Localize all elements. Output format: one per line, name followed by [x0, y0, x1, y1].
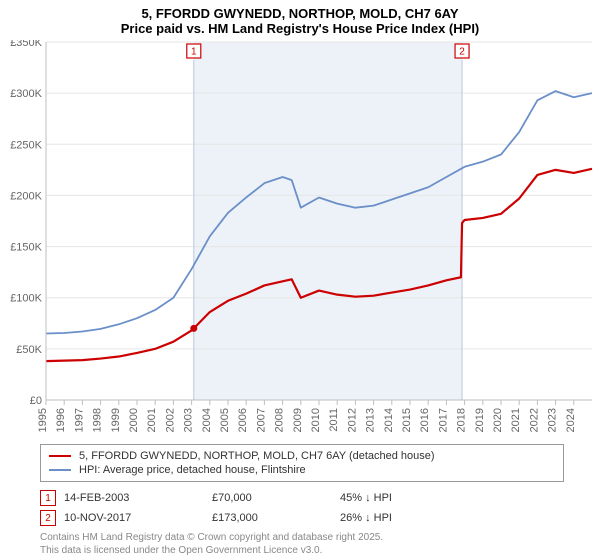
svg-text:2010: 2010	[310, 408, 322, 432]
sale-price: £173,000	[212, 512, 332, 524]
sales-table: 1 14-FEB-2003 £70,000 45% ↓ HPI 2 10-NOV…	[40, 488, 564, 528]
svg-text:2020: 2020	[492, 408, 504, 432]
svg-text:2024: 2024	[565, 408, 577, 432]
svg-text:1998: 1998	[92, 408, 104, 432]
svg-text:£100K: £100K	[10, 293, 42, 305]
sale-date: 10-NOV-2017	[64, 512, 204, 524]
sale-marker-icon: 2	[40, 510, 56, 526]
svg-text:2002: 2002	[164, 408, 176, 432]
svg-text:2005: 2005	[219, 408, 231, 432]
svg-text:1997: 1997	[73, 408, 85, 432]
legend-label: 5, FFORDD GWYNEDD, NORTHOP, MOLD, CH7 6A…	[79, 450, 435, 462]
svg-text:2011: 2011	[328, 408, 340, 432]
svg-text:2004: 2004	[201, 408, 213, 432]
legend-item: HPI: Average price, detached house, Flin…	[49, 463, 555, 477]
svg-text:£0: £0	[30, 395, 42, 407]
svg-text:2015: 2015	[401, 408, 413, 432]
svg-text:2003: 2003	[183, 408, 195, 432]
sale-price: £70,000	[212, 492, 332, 504]
svg-text:£350K: £350K	[10, 40, 42, 49]
svg-text:£300K: £300K	[10, 88, 42, 100]
legend: 5, FFORDD GWYNEDD, NORTHOP, MOLD, CH7 6A…	[40, 444, 564, 482]
sale-hpi-diff: 45% ↓ HPI	[340, 492, 564, 504]
sale-row: 1 14-FEB-2003 £70,000 45% ↓ HPI	[40, 488, 564, 508]
svg-text:2022: 2022	[528, 408, 540, 432]
sale-marker-icon: 1	[40, 490, 56, 506]
footer-line-2: This data is licensed under the Open Gov…	[40, 545, 564, 558]
legend-label: HPI: Average price, detached house, Flin…	[79, 464, 306, 476]
svg-text:2014: 2014	[383, 408, 395, 432]
svg-text:£150K: £150K	[10, 242, 42, 254]
chart-svg: £0 £50K £100K £150K £200K £250K £300K £350K 1995…	[0, 40, 600, 440]
sale-hpi-diff: 26% ↓ HPI	[340, 512, 564, 524]
title-line-2: Price paid vs. HM Land Registry's House …	[0, 21, 600, 36]
footer: Contains HM Land Registry data © Crown c…	[40, 532, 564, 557]
legend-swatch	[49, 469, 71, 471]
svg-text:£200K: £200K	[10, 190, 42, 202]
svg-text:2000: 2000	[128, 408, 140, 432]
svg-text:£250K: £250K	[10, 139, 42, 151]
svg-text:2: 2	[459, 47, 465, 58]
chart-area: £0 £50K £100K £150K £200K £250K £300K £350K 1995…	[0, 40, 600, 440]
sale-row: 2 10-NOV-2017 £173,000 26% ↓ HPI	[40, 508, 564, 528]
svg-text:£50K: £50K	[16, 344, 42, 356]
svg-text:2006: 2006	[237, 408, 249, 432]
svg-text:1: 1	[191, 47, 197, 58]
svg-text:1999: 1999	[110, 408, 122, 432]
svg-text:2013: 2013	[365, 408, 377, 432]
title-line-1: 5, FFORDD GWYNEDD, NORTHOP, MOLD, CH7 6A…	[0, 6, 600, 21]
svg-text:2012: 2012	[346, 408, 358, 432]
svg-text:2007: 2007	[255, 408, 267, 432]
svg-text:2009: 2009	[292, 408, 304, 432]
svg-text:2018: 2018	[456, 408, 468, 432]
title-block: 5, FFORDD GWYNEDD, NORTHOP, MOLD, CH7 6A…	[0, 0, 600, 40]
chart-container: 5, FFORDD GWYNEDD, NORTHOP, MOLD, CH7 6A…	[0, 0, 600, 560]
sale-date: 14-FEB-2003	[64, 492, 204, 504]
svg-text:2019: 2019	[474, 408, 486, 432]
svg-text:2008: 2008	[274, 408, 286, 432]
svg-text:1996: 1996	[55, 408, 67, 432]
svg-text:2021: 2021	[510, 408, 522, 432]
legend-item: 5, FFORDD GWYNEDD, NORTHOP, MOLD, CH7 6A…	[49, 449, 555, 463]
svg-text:1995: 1995	[37, 408, 49, 432]
svg-text:2023: 2023	[547, 408, 559, 432]
svg-text:2016: 2016	[419, 408, 431, 432]
footer-line-1: Contains HM Land Registry data © Crown c…	[40, 532, 564, 545]
svg-text:2017: 2017	[437, 408, 449, 432]
legend-swatch	[49, 455, 71, 457]
svg-text:2001: 2001	[146, 408, 158, 432]
